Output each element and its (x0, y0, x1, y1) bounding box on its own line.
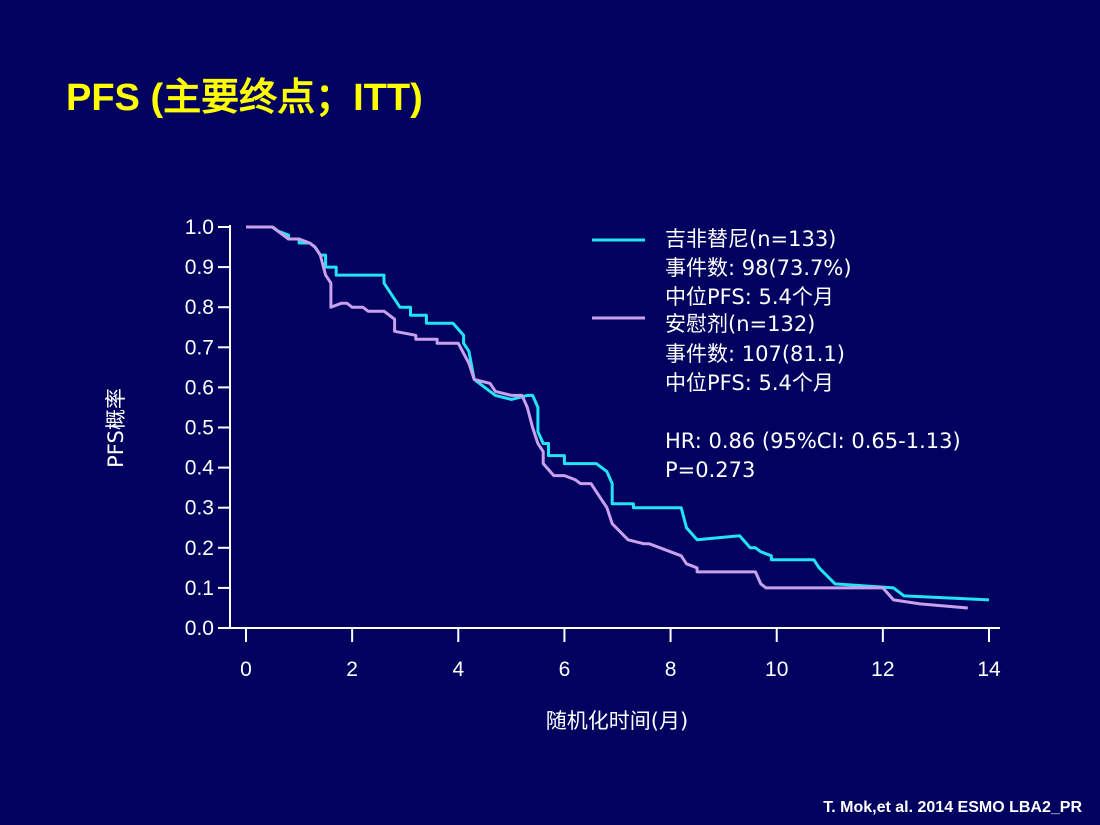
x-tick-label: 12 (871, 658, 894, 681)
x-tick-label: 8 (665, 658, 677, 681)
y-tick-label: 0.8 (185, 296, 214, 319)
y-tick-label: 0.1 (185, 577, 214, 600)
hr-annotation: HR: 0.86 (95%CI: 0.65-1.13) (665, 429, 961, 453)
y-tick-label: 1.0 (185, 216, 214, 239)
series-line-placebo (246, 225, 968, 610)
y-tick-label: 0.9 (185, 256, 214, 279)
slide-title: PFS (主要终点；ITT) (66, 77, 423, 119)
y-axis-title: PFS概率 (104, 388, 128, 468)
x-tick-label: 0 (240, 658, 252, 681)
y-tick-label: 0.6 (185, 376, 214, 399)
y-tick-label: 0.0 (185, 617, 214, 640)
y-tick-label: 0.7 (185, 336, 214, 359)
legend: 吉非替尼(n=133) 事件数: 98(73.7%) 中位PFS: 5.4个月 … (592, 227, 961, 482)
p-value-annotation: P=0.273 (665, 458, 755, 482)
citation: T. Mok,et al. 2014 ESMO LBA2_PR (823, 799, 1082, 816)
y-tick-label: 0.2 (185, 537, 214, 560)
y-ticks: 0.0 0.1 0.2 0.3 0.4 0.5 0.6 0.7 0.8 0.9 1.0 (185, 216, 230, 640)
y-tick-label: 0.4 (185, 457, 215, 480)
x-ticks: 0 2 4 6 8 10 12 14 (240, 628, 1001, 681)
series-line-gefitinib (246, 225, 990, 602)
x-tick-label: 4 (452, 658, 464, 681)
x-tick-label: 14 (977, 658, 1001, 681)
legend-events-gefitinib: 事件数: 98(73.7%) (665, 256, 852, 280)
legend-median-placebo: 中位PFS: 5.4个月 (665, 371, 834, 395)
series-lines (246, 225, 990, 610)
legend-label-gefitinib: 吉非替尼(n=133) (665, 227, 836, 251)
y-tick-label: 0.3 (185, 497, 214, 520)
x-axis-title: 随机化时间(月) (546, 709, 688, 733)
x-tick-label: 10 (765, 658, 788, 681)
axes (229, 225, 1000, 629)
legend-median-gefitinib: 中位PFS: 5.4个月 (665, 285, 834, 309)
legend-events-placebo: 事件数: 107(81.1) (665, 342, 845, 366)
x-tick-label: 6 (559, 658, 571, 681)
legend-label-placebo: 安慰剂(n=132) (665, 312, 815, 336)
y-tick-label: 0.5 (185, 417, 214, 440)
x-tick-label: 2 (346, 658, 358, 681)
